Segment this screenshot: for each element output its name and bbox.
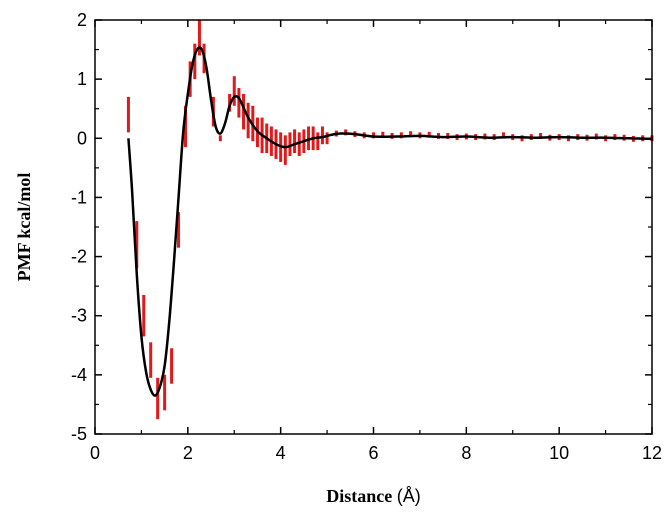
y-tick-label: -2 (71, 247, 87, 267)
y-axis-ticks: -5 -4 -3 -2 -1 0 1 2 (71, 10, 652, 444)
y-tick-label: -3 (71, 306, 87, 326)
y-tick-label: 0 (77, 128, 87, 148)
y-tick-label: -4 (71, 365, 87, 385)
x-axis-title: Distance (Å) (326, 486, 421, 506)
fit-line (127, 46, 653, 397)
x-tick-label: 2 (183, 443, 193, 463)
x-axis-ticks: 0 2 4 6 8 10 12 (90, 20, 662, 463)
y-tick-label: -5 (71, 424, 87, 444)
x-tick-label: 8 (461, 443, 471, 463)
y-tick-label: 1 (77, 69, 87, 89)
error-bars-group (126, 20, 654, 420)
x-tick-label: 6 (368, 443, 378, 463)
fit-line-group (127, 46, 653, 397)
x-tick-label: 10 (549, 443, 569, 463)
x-axis-title-main: Distance (326, 486, 392, 506)
y-tick-label: -1 (71, 187, 87, 207)
x-tick-label: 4 (276, 443, 286, 463)
x-axis-title-unit: (Å) (397, 486, 421, 506)
y-tick-label: 2 (77, 10, 87, 30)
y-axis-title: PMF kcal/mol (14, 173, 34, 282)
x-tick-label: 0 (90, 443, 100, 463)
x-tick-label: 12 (642, 443, 662, 463)
